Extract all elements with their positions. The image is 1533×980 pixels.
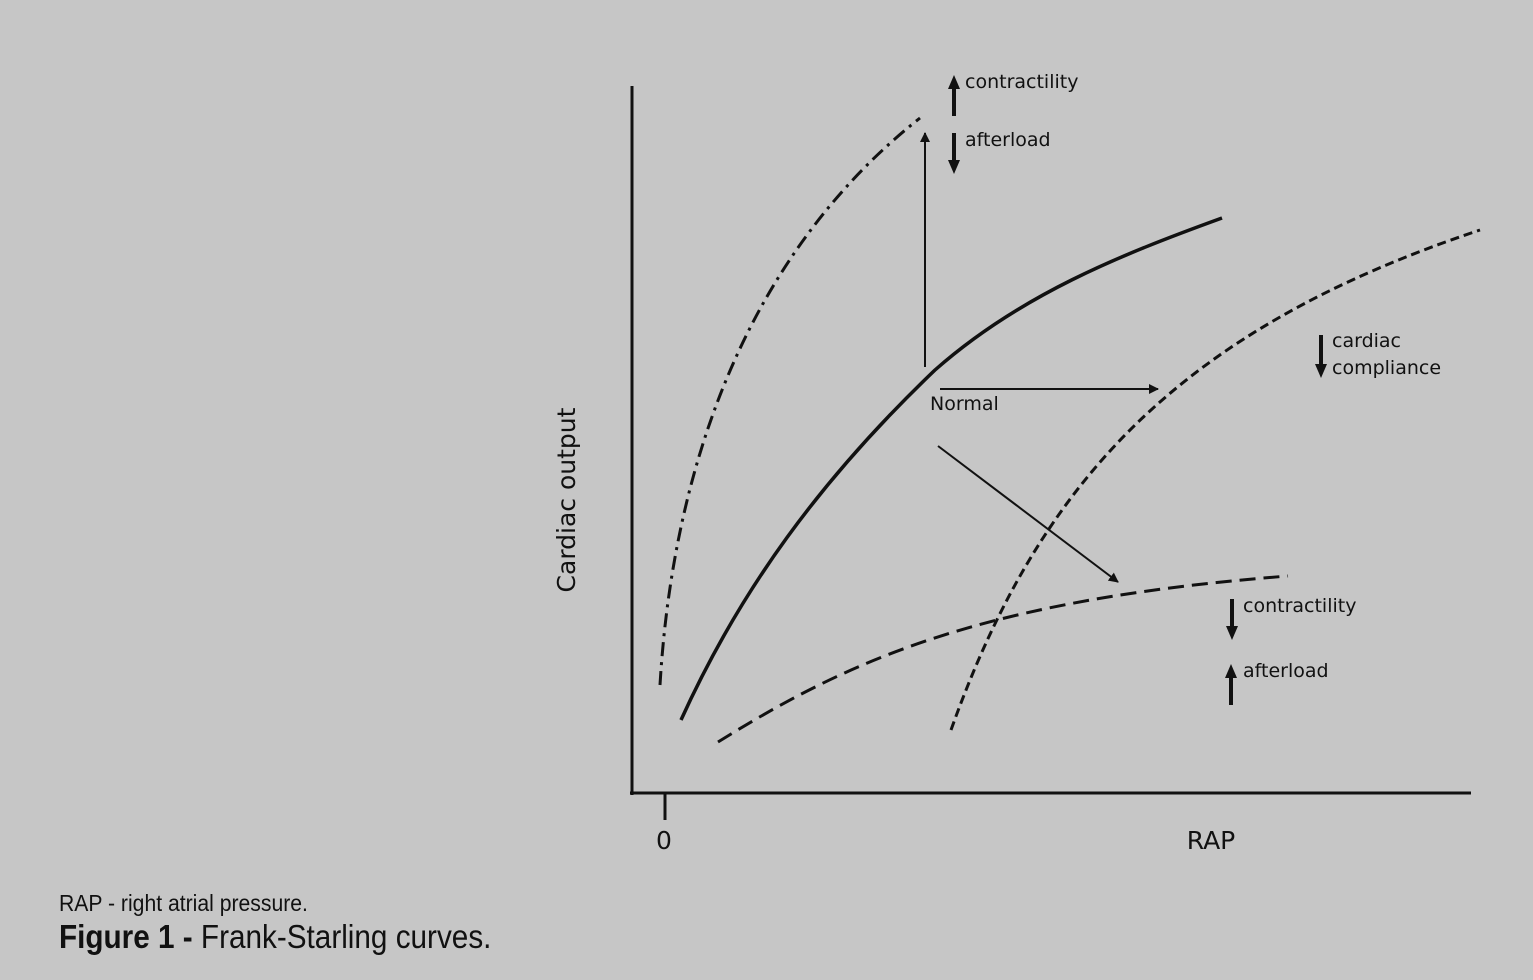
y-axis-label: Cardiac output xyxy=(552,407,581,592)
figure-caption: Figure 1 - Frank-Starling curves. xyxy=(59,918,491,956)
up-arrow-icon xyxy=(948,75,960,116)
up-arrow-icon xyxy=(1225,664,1237,705)
down-arrow-icon xyxy=(1226,599,1238,640)
abbreviation-note: RAP - right atrial pressure. xyxy=(59,890,308,916)
normal-curve xyxy=(679,216,1223,721)
increased-contractility-label: contractility xyxy=(965,71,1078,93)
down-arrow-icon xyxy=(1315,335,1327,378)
figure-label: Figure 1 - xyxy=(59,918,193,955)
shift-arrow-down-right xyxy=(937,445,1119,583)
x-axis-label: RAP xyxy=(1187,826,1236,855)
increased-afterload-label: afterload xyxy=(1243,660,1329,682)
decreased-contractility-label: contractility xyxy=(1243,595,1356,617)
normal-label: Normal xyxy=(930,393,999,415)
decreased-compliance-curve xyxy=(949,228,1481,731)
figure-title: Frank-Starling curves. xyxy=(200,918,492,955)
decreased-contractility-curve xyxy=(717,574,1289,744)
down-arrow-icon xyxy=(948,133,960,174)
increased-contractility-curve xyxy=(658,116,921,686)
decreased-afterload-label: afterload xyxy=(965,129,1051,151)
x-origin-label: 0 xyxy=(656,826,672,855)
decreased-compliance-label-line2: compliance xyxy=(1332,357,1441,379)
decreased-compliance-label-line1: cardiac xyxy=(1332,330,1401,352)
